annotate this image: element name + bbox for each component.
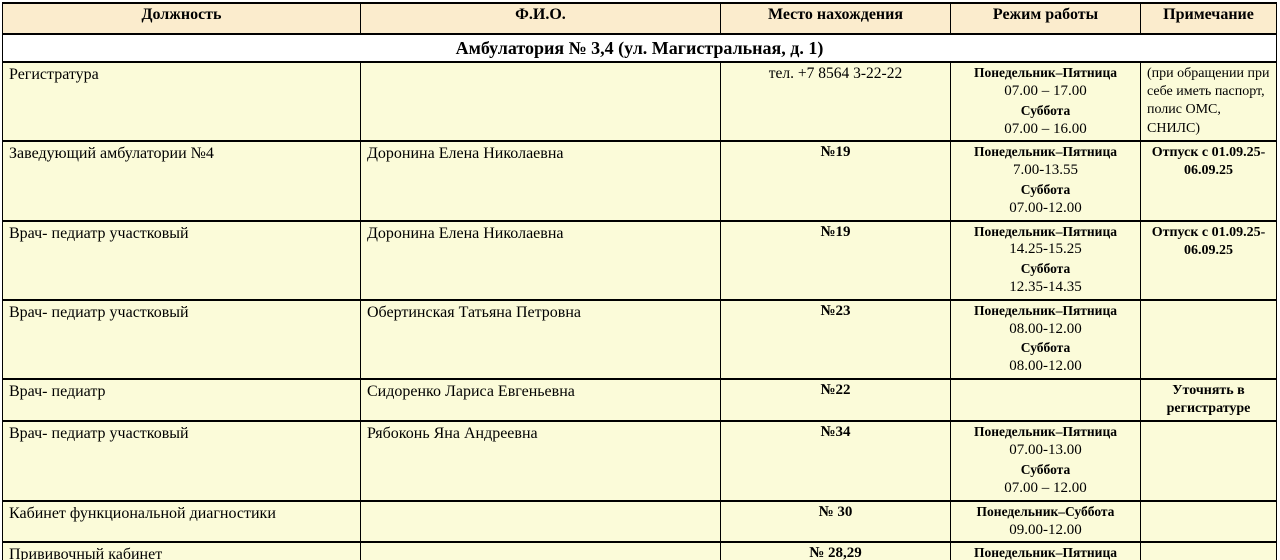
location-cell: № 30	[720, 499, 951, 544]
position-cell: Врач- педиатр участковый	[2, 219, 361, 301]
schedule-hours: 07.00-13.00	[1009, 442, 1082, 459]
location-cell: тел. +7 8564 3-22-22	[720, 60, 951, 143]
header-row: Должность Ф.И.О. Место нахождения Режим …	[2, 2, 1277, 35]
schedule-days: Понедельник–Пятница	[974, 223, 1117, 239]
note-cell: Уточнять в регистратуре	[1140, 377, 1277, 423]
location-cell: №23	[720, 298, 951, 381]
schedule-days: Суббота	[1020, 462, 1071, 477]
schedule-hours: 07.00 – 12.00	[1004, 479, 1087, 496]
schedule-days: Суббота	[1020, 181, 1071, 197]
fio-cell: Сидоренко Лариса Евгеньевна	[360, 377, 721, 423]
note-cell: (при обращении при себе иметь паспорт, п…	[1140, 60, 1277, 143]
position-cell: Врач- педиатр	[2, 377, 361, 423]
location-cell: №22	[720, 377, 951, 423]
schedule-days: Суббота	[1020, 102, 1071, 118]
schedule-hours: 12.35-14.35	[1009, 279, 1082, 295]
schedule-days: Понедельник–Пятница	[974, 302, 1117, 318]
schedule-cell: Понедельник–Пятница 08.00-12.00 Суббота …	[950, 298, 1141, 381]
schedule-hours: 07.00 – 16.00	[1004, 120, 1087, 137]
fio-cell: Рябоконь Яна Андреевна	[360, 420, 721, 502]
schedule-hours: 08.00-12.00	[1009, 320, 1082, 337]
location-cell: №34	[720, 420, 951, 502]
note-cell	[1140, 499, 1277, 544]
table-row: Регистратура тел. +7 8564 3-22-22 Понеде…	[2, 60, 1277, 143]
fio-cell: Обертинская Татьяна Петровна	[360, 298, 721, 381]
schedule-cell: Понедельник–Пятница 07.00-13.00 Суббота …	[950, 420, 1141, 502]
fio-cell	[360, 499, 721, 544]
section-row: Амбулатория № 3,4 (ул. Магистральная, д.…	[2, 33, 1277, 63]
schedule-days: Понедельник–Пятница	[974, 545, 1117, 560]
position-cell: Врач- педиатр участковый	[2, 298, 361, 381]
col-header-note: Примечание	[1140, 2, 1277, 35]
fio-cell: Доронина Елена Николаевна	[360, 140, 721, 222]
location-cell: № 28,29	[720, 541, 951, 560]
location-cell: №19	[720, 140, 951, 222]
schedule-days: Понедельник–Пятница	[974, 144, 1117, 160]
note-text: Уточнять в регистратуре	[1166, 383, 1251, 417]
section-title: Амбулатория № 3,4 (ул. Магистральная, д.…	[2, 33, 1277, 63]
note-text: Отпуск с 01.09.25-06.09.25	[1151, 145, 1266, 179]
fio-cell	[360, 541, 721, 560]
schedule-cell: Понедельник–Пятница 7.00-13.55 Суббота 0…	[950, 140, 1141, 222]
position-cell: Заведующий амбулатории №4	[2, 140, 361, 222]
table-row: Кабинет функциональной диагностики № 30 …	[2, 499, 1277, 544]
table-row: Врач- педиатр участковый Доронина Елена …	[2, 219, 1277, 301]
col-header-location: Место нахождения	[720, 2, 951, 35]
position-cell: Регистратура	[2, 60, 361, 143]
schedule-cell: Понедельник–Пятница 07.00 – 17.00 Суббот…	[950, 60, 1141, 143]
schedule-hours: 14.25-15.25	[1009, 241, 1082, 258]
note-text: Отпуск с 01.09.25-06.09.25	[1151, 224, 1266, 258]
table-header: Должность Ф.И.О. Место нахождения Режим …	[2, 2, 1277, 35]
note-cell: Отпуск с 01.09.25-06.09.25	[1140, 219, 1277, 301]
note-cell	[1140, 420, 1277, 502]
schedule-days: Суббота	[1020, 261, 1071, 277]
schedule-days: Понедельник–Пятница	[974, 424, 1117, 440]
note-text: (при обращении при себе иметь паспорт, п…	[1147, 66, 1270, 136]
schedule-days: Суббота	[1020, 340, 1071, 356]
location-cell: №19	[720, 219, 951, 301]
note-cell: Отпуск с 01.09.25-06.09.25	[1140, 140, 1277, 222]
fio-cell	[360, 60, 721, 143]
schedule-hours: 09.00-12.00	[1009, 521, 1082, 538]
schedule-cell	[950, 377, 1141, 423]
note-cell	[1140, 298, 1277, 381]
table-row: Прививочный кабинет № 28,29 Понедельник–…	[2, 541, 1277, 560]
schedule-cell: Понедельник–Пятница 14.25-15.25 Суббота …	[950, 219, 1141, 301]
position-cell: Прививочный кабинет	[2, 541, 361, 560]
table-row: Врач- педиатр Сидоренко Лариса Евгеньевн…	[2, 377, 1277, 423]
schedule-days: Понедельник–Суббота	[976, 503, 1115, 519]
schedule-hours: 07.00-12.00	[1009, 199, 1082, 216]
col-header-fio: Ф.И.О.	[360, 2, 721, 35]
col-header-schedule: Режим работы	[950, 2, 1141, 35]
schedule-hours: 7.00-13.55	[1013, 162, 1078, 179]
table-row: Заведующий амбулатории №4 Доронина Елена…	[2, 140, 1277, 222]
schedule-days: Понедельник–Пятница	[974, 65, 1117, 80]
schedule-hours: 07.00 – 17.00	[1004, 82, 1087, 99]
table-row: Врач- педиатр участковый Рябоконь Яна Ан…	[2, 420, 1277, 502]
position-cell: Врач- педиатр участковый	[2, 420, 361, 502]
table-row: Врач- педиатр участковый Обертинская Тат…	[2, 298, 1277, 381]
schedule-cell: Понедельник–Пятница 07.00-17.00	[950, 541, 1141, 560]
fio-cell: Доронина Елена Николаевна	[360, 219, 721, 301]
schedule-hours: 08.00-12.00	[1009, 358, 1082, 375]
note-cell	[1140, 541, 1277, 560]
position-cell: Кабинет функциональной диагностики	[2, 499, 361, 544]
schedule-cell: Понедельник–Суббота 09.00-12.00	[950, 499, 1141, 544]
col-header-position: Должность	[2, 2, 361, 35]
